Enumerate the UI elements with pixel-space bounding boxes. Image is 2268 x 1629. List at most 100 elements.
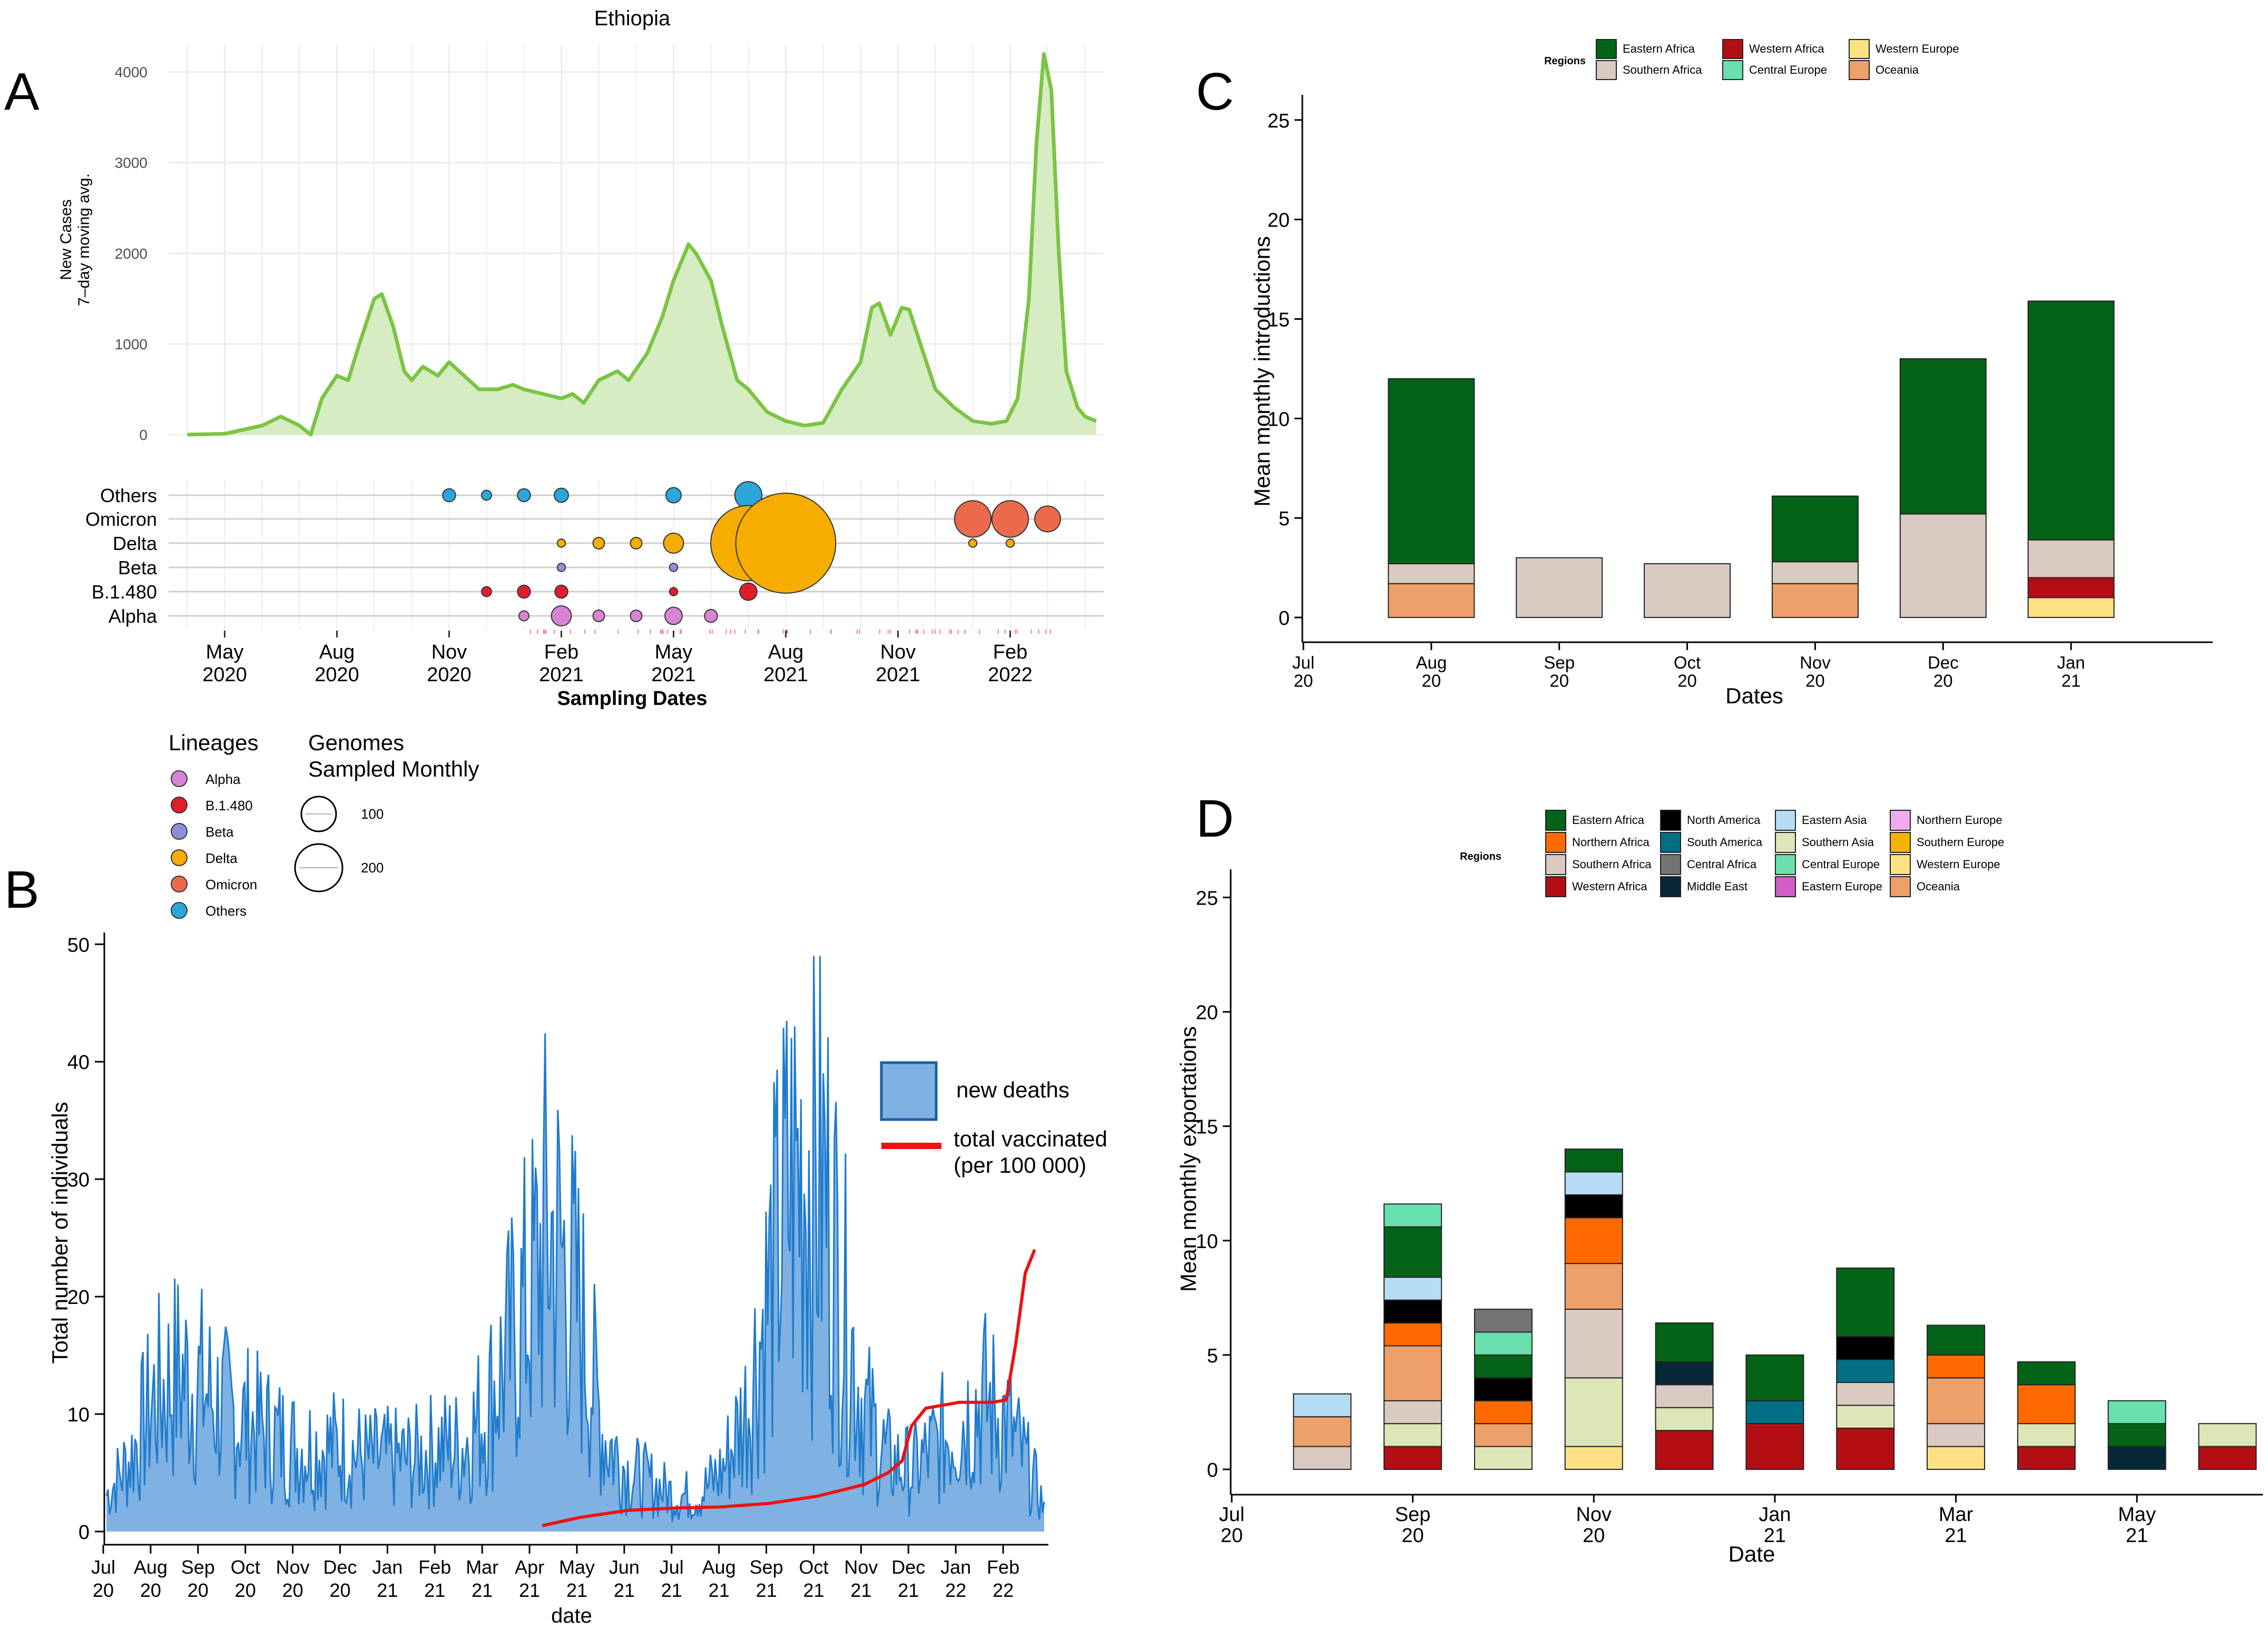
y-axis-title: New Cases7–day moving avg. [57, 173, 93, 306]
legend-label: Oceania [1917, 880, 1960, 893]
legend-key [1661, 810, 1681, 830]
bar-segment [1656, 1323, 1713, 1362]
legend-key [1723, 61, 1743, 80]
bar-segment [1384, 1204, 1441, 1226]
x-tick-label: Dec [323, 1556, 357, 1578]
legend-key [1546, 832, 1566, 852]
x-tick-label: 20 [1221, 1525, 1243, 1547]
x-tick-label: Aug [319, 641, 355, 663]
legend-label: Northern Africa [1572, 836, 1650, 849]
bar-segment [1384, 1424, 1441, 1446]
bar-segment [2108, 1447, 2166, 1469]
lineage-bubble [1006, 539, 1014, 547]
legend-label-lineage: Alpha [205, 771, 241, 787]
x-tick-label: 2021 [763, 664, 808, 686]
x-tick-label: Nov [880, 641, 916, 663]
bar-segment [2018, 1447, 2075, 1469]
lineage-bubble [517, 489, 530, 502]
x-tick-label: Sep [1395, 1504, 1431, 1526]
lineage-bubble [593, 537, 605, 549]
legend-key [1596, 61, 1616, 80]
lineage-bubble [664, 533, 684, 553]
lineage-bubble [555, 585, 567, 598]
x-tick-label: 20 [235, 1579, 256, 1601]
legend-label: Western Africa [1572, 880, 1647, 893]
x-tick-label: May [559, 1556, 595, 1578]
bar-segment [1927, 1378, 1985, 1424]
legend-key [1890, 832, 1910, 852]
y-axis-title: Mean monthly introductions [1250, 236, 1274, 507]
lineage-bubble [552, 606, 572, 626]
legend-label: Western Africa [1749, 42, 1824, 55]
x-tick-label: 20 [93, 1579, 114, 1601]
legend-title-genomes: Genomes [308, 730, 404, 755]
y-tick-label: 5 [1207, 1345, 1218, 1367]
y-tick-label: 0 [78, 1522, 90, 1544]
legend-label-lineage: Beta [205, 824, 234, 840]
x-tick-label: 20 [1933, 671, 1953, 691]
lineage-bubble [665, 607, 682, 625]
x-tick-label: 21 [2126, 1525, 2148, 1547]
legend-label-size: 100 [361, 806, 384, 822]
bar-segment [1475, 1401, 1532, 1424]
x-tick-label: 21 [519, 1579, 540, 1601]
x-tick-label: Oct [231, 1556, 260, 1578]
panel-letter-c: C [1196, 62, 1234, 121]
x-tick-label: 21 [709, 1579, 730, 1601]
legend-title-lineages: Lineages [169, 730, 258, 755]
legend-key [1546, 877, 1566, 897]
legend-key [1849, 61, 1869, 80]
x-axis-title: date [551, 1604, 592, 1627]
bar-segment [1927, 1424, 1985, 1446]
bar-segment [1475, 1378, 1532, 1400]
x-tick-label: Aug [768, 641, 804, 663]
x-tick-label: Oct [1674, 653, 1701, 672]
x-tick-label: 21 [898, 1579, 919, 1601]
y-axis-title-line: 7–day moving avg. [75, 173, 93, 306]
legend-key [1890, 810, 1910, 830]
lineage-bubble [557, 539, 565, 547]
x-tick-label: 2021 [539, 664, 584, 686]
legend-label: Southern Europe [1917, 836, 2004, 849]
y-axis-title: Mean monthly exportations [1176, 1026, 1201, 1292]
legend-key [1661, 877, 1681, 897]
panel-d: 0510152025Jul20Sep20Nov20Jan21Mar21May21… [1176, 810, 2263, 1566]
panel-letter-a: A [4, 62, 40, 121]
legend-label: Eastern Europe [1802, 880, 1882, 893]
x-tick-label: 20 [1421, 671, 1441, 691]
x-tick-label: 21 [424, 1579, 445, 1601]
bar-segment [2199, 1424, 2256, 1446]
bar-segment [1565, 1447, 1623, 1469]
x-tick-label: Sep [750, 1556, 783, 1578]
bar-segment [1388, 564, 1474, 584]
bar-segment [1384, 1346, 1441, 1401]
x-tick-label: Feb [987, 1556, 1019, 1578]
y-tick-label: 2000 [115, 246, 148, 262]
lineage-bubble [992, 501, 1028, 537]
figure-canvas: 01000200030004000EthiopiaNew Cases7–day … [0, 0, 2268, 1629]
lineage-bubble [1035, 506, 1061, 532]
bar-segment [1837, 1337, 1894, 1359]
y-tick-label: 25 [1268, 110, 1290, 132]
bar-segment [1565, 1195, 1623, 1218]
bar-segment [1656, 1362, 1713, 1385]
legend-key [1723, 40, 1743, 58]
x-tick-label: 21 [2061, 671, 2081, 691]
lineage-row-label: Alpha [109, 605, 158, 627]
x-tick-label: Sep [1544, 653, 1575, 672]
bar-segment [2108, 1424, 2166, 1446]
x-tick-label: Apr [515, 1556, 544, 1578]
bar-segment [1475, 1424, 1532, 1446]
x-tick-label: Nov [844, 1556, 878, 1578]
x-tick-label: May [2118, 1504, 2156, 1526]
legend-label-lineage: B.1.480 [205, 798, 253, 813]
legend-label: Middle East [1687, 880, 1747, 893]
x-axis-title: Dates [1725, 683, 1783, 708]
x-tick-label: Feb [418, 1556, 451, 1578]
x-tick-label: Aug [702, 1556, 736, 1578]
legend-key-lineage [171, 902, 187, 918]
x-tick-label: Dec [891, 1556, 925, 1578]
bar-segment [1656, 1408, 1713, 1430]
x-tick-label: Jan [940, 1556, 971, 1578]
x-tick-label: Nov [1800, 653, 1831, 672]
